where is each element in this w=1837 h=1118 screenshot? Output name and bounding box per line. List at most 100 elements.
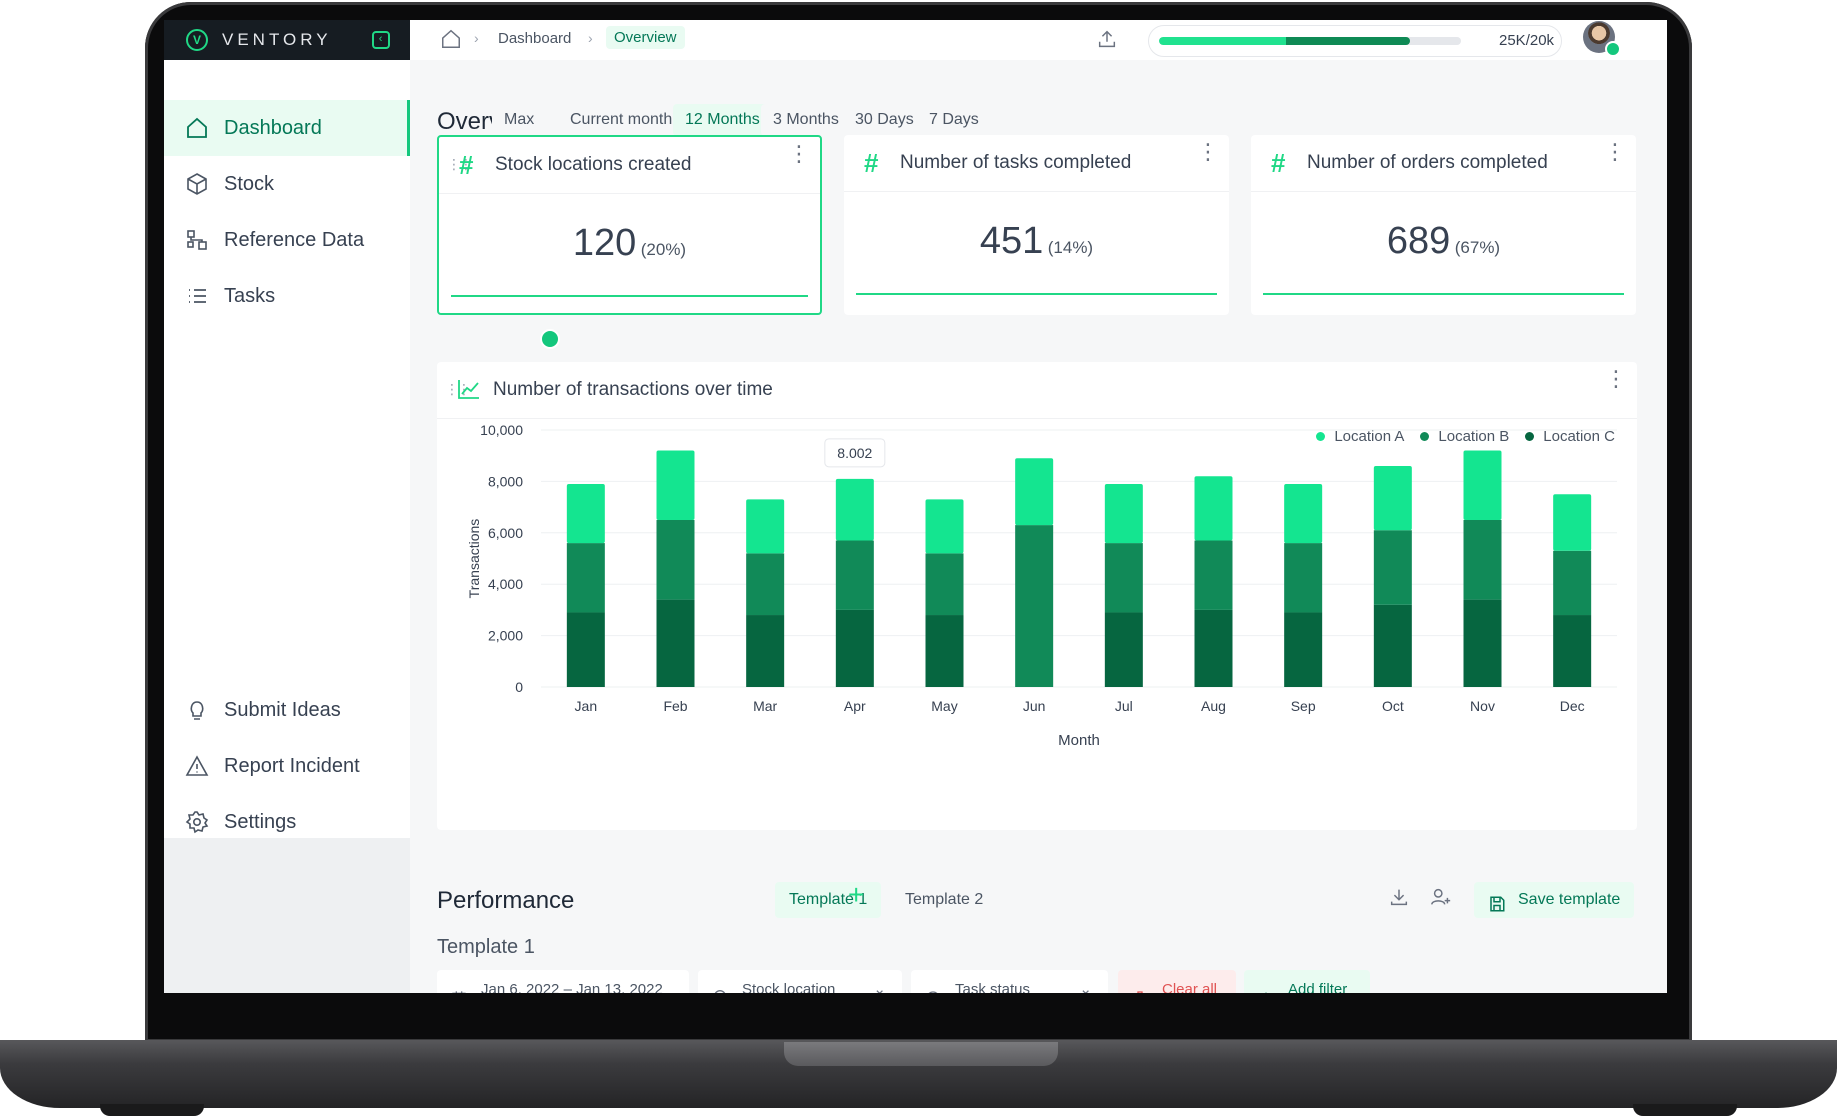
share-user-icon[interactable] <box>1430 886 1456 912</box>
card-value-number: 451 <box>979 220 1044 262</box>
tab-template-1[interactable]: Template 1 <box>775 882 882 918</box>
more-options-icon[interactable]: ⋮ <box>1604 139 1626 164</box>
home-breadcrumb-icon[interactable] <box>440 28 462 50</box>
bar-segment <box>835 609 874 687</box>
legend-swatch <box>1316 432 1326 441</box>
period-7-days[interactable]: 7 Days <box>917 104 991 136</box>
kpi-card-orders-completed[interactable]: # Number of orders completed ⋮ 689 (67%) <box>1251 135 1636 315</box>
x-tick-label: Oct <box>1382 698 1404 714</box>
filter-label: Add filter <box>1288 981 1348 993</box>
x-tick-label: Sep <box>1291 698 1316 714</box>
kpi-card-tasks-completed[interactable]: # Number of tasks completed ⋮ 451 (14%) <box>844 135 1229 315</box>
sidebar-item-label: Reference Data <box>224 228 365 251</box>
drag-handle-icon[interactable]: ⋮⋮ <box>447 156 473 172</box>
card-sparkline <box>856 293 1217 295</box>
add-template-icon[interactable]: + <box>848 879 865 910</box>
y-tick-label: 6,000 <box>488 525 523 541</box>
add-filter-button[interactable]: Add filter <box>1244 970 1370 993</box>
bar-segment <box>1194 540 1233 610</box>
bar-segment <box>746 615 785 687</box>
legend-item[interactable]: Location C <box>1525 428 1615 445</box>
save-template-button[interactable]: Save template <box>1474 882 1635 918</box>
card-value-number: 689 <box>1386 220 1451 262</box>
chevron-right-icon: › <box>474 30 479 46</box>
resize-handle-icon[interactable] <box>540 329 560 349</box>
period-3-months[interactable]: 3 Months <box>761 104 851 136</box>
period-max[interactable]: Max <box>492 104 547 136</box>
upload-icon[interactable] <box>1096 28 1120 52</box>
sidebar: Dashboard Stock Reference Data Tasks Sub… <box>164 60 410 878</box>
app-screen: V VENTORY ‹ Dashboard Stock Reference Da… <box>164 20 1667 993</box>
line-chart-icon <box>457 378 481 405</box>
sidebar-item-stock[interactable]: Stock <box>164 156 410 212</box>
bar-segment <box>656 599 695 687</box>
filter-label: Clear all <box>1162 981 1218 993</box>
bar-segment <box>1194 476 1233 541</box>
bar-segment <box>835 478 874 541</box>
sidebar-item-report-incident[interactable]: Report Incident <box>164 738 410 794</box>
top-bar: › Dashboard › Overview 25K/20k <box>410 20 1667 60</box>
clear-all-button[interactable]: Clear all <box>1118 970 1236 993</box>
save-icon <box>1488 891 1506 912</box>
bar-segment <box>1373 604 1412 687</box>
sidebar-item-dashboard[interactable]: Dashboard <box>164 100 410 156</box>
date-range-filter[interactable]: Jan 6, 2022 – Jan 13, 2022 <box>437 970 689 993</box>
bar-segment <box>925 499 964 554</box>
legend-item[interactable]: Location A <box>1316 428 1404 445</box>
card-value: 689 (67%) <box>1251 220 1636 263</box>
card-sparkline <box>451 295 808 297</box>
download-icon[interactable] <box>1388 886 1414 912</box>
hierarchy-icon <box>184 227 210 253</box>
more-options-icon[interactable]: ⋮ <box>1197 139 1219 164</box>
x-tick-label: Dec <box>1560 698 1585 714</box>
breadcrumb-dashboard[interactable]: Dashboard <box>498 30 572 47</box>
hash-icon: # <box>1271 148 1286 178</box>
laptop-foot <box>100 1104 204 1116</box>
bar-segment <box>1373 530 1412 605</box>
x-tick-label: Mar <box>753 698 777 714</box>
bar-segment <box>1553 494 1592 551</box>
x-tick-label: Jun <box>1023 698 1046 714</box>
bar-segment <box>1463 450 1502 520</box>
breadcrumb-overview[interactable]: Overview <box>606 26 685 49</box>
laptop-notch <box>784 1042 1058 1066</box>
card-value-percent: (20%) <box>640 240 687 259</box>
sidebar-item-reference-data[interactable]: Reference Data <box>164 212 410 268</box>
card-value-percent: (67%) <box>1454 238 1501 257</box>
bar-segment <box>1463 519 1502 600</box>
card-value: 451 (14%) <box>844 220 1229 263</box>
card-title: Number of orders completed <box>1307 152 1548 173</box>
legend-label: Location A <box>1334 428 1405 445</box>
period-12-months[interactable]: 12 Months <box>673 104 772 136</box>
bar-segment <box>1015 458 1054 526</box>
task-status-filter[interactable]: Task status ⌄ <box>911 970 1108 993</box>
usage-meter: 25K/20k <box>1148 25 1562 57</box>
bar-segment <box>925 615 964 687</box>
cube-icon <box>184 171 210 197</box>
bar-segment <box>1284 612 1323 687</box>
location-pin-icon <box>712 982 728 993</box>
kpi-card-stock-locations[interactable]: ⋮⋮ # Stock locations created ⋮ 120 (20%) <box>437 135 822 315</box>
sidebar-item-submit-ideas[interactable]: Submit Ideas <box>164 682 410 738</box>
sidebar-item-settings[interactable]: Settings <box>164 794 410 850</box>
card-value: 120 (20%) <box>439 222 820 265</box>
bar-segment <box>746 499 785 554</box>
stock-location-filter[interactable]: Stock location ⌄ <box>698 970 902 993</box>
bar-segment <box>566 612 605 687</box>
drag-handle-icon[interactable]: ⋮⋮ <box>445 381 471 397</box>
bar-segment <box>566 483 605 544</box>
period-30-days[interactable]: 30 Days <box>843 104 926 136</box>
y-axis-label: Transactions <box>466 519 482 599</box>
legend-item[interactable]: Location B <box>1420 428 1509 445</box>
more-options-icon[interactable]: ⋮ <box>788 141 810 166</box>
period-current-month[interactable]: Current month <box>558 104 685 136</box>
collapse-sidebar-icon[interactable]: ‹ <box>371 31 390 49</box>
tab-template-2[interactable]: Template 2 <box>905 891 984 908</box>
brand-name: VENTORY <box>222 30 332 49</box>
chevron-right-icon: › <box>588 30 593 46</box>
y-tick-label: 4,000 <box>488 576 523 592</box>
sidebar-item-tasks[interactable]: Tasks <box>164 268 410 324</box>
save-template-label: Save template <box>1518 891 1621 908</box>
bar-segment <box>1104 483 1143 544</box>
y-tick-label: 2,000 <box>488 628 523 644</box>
